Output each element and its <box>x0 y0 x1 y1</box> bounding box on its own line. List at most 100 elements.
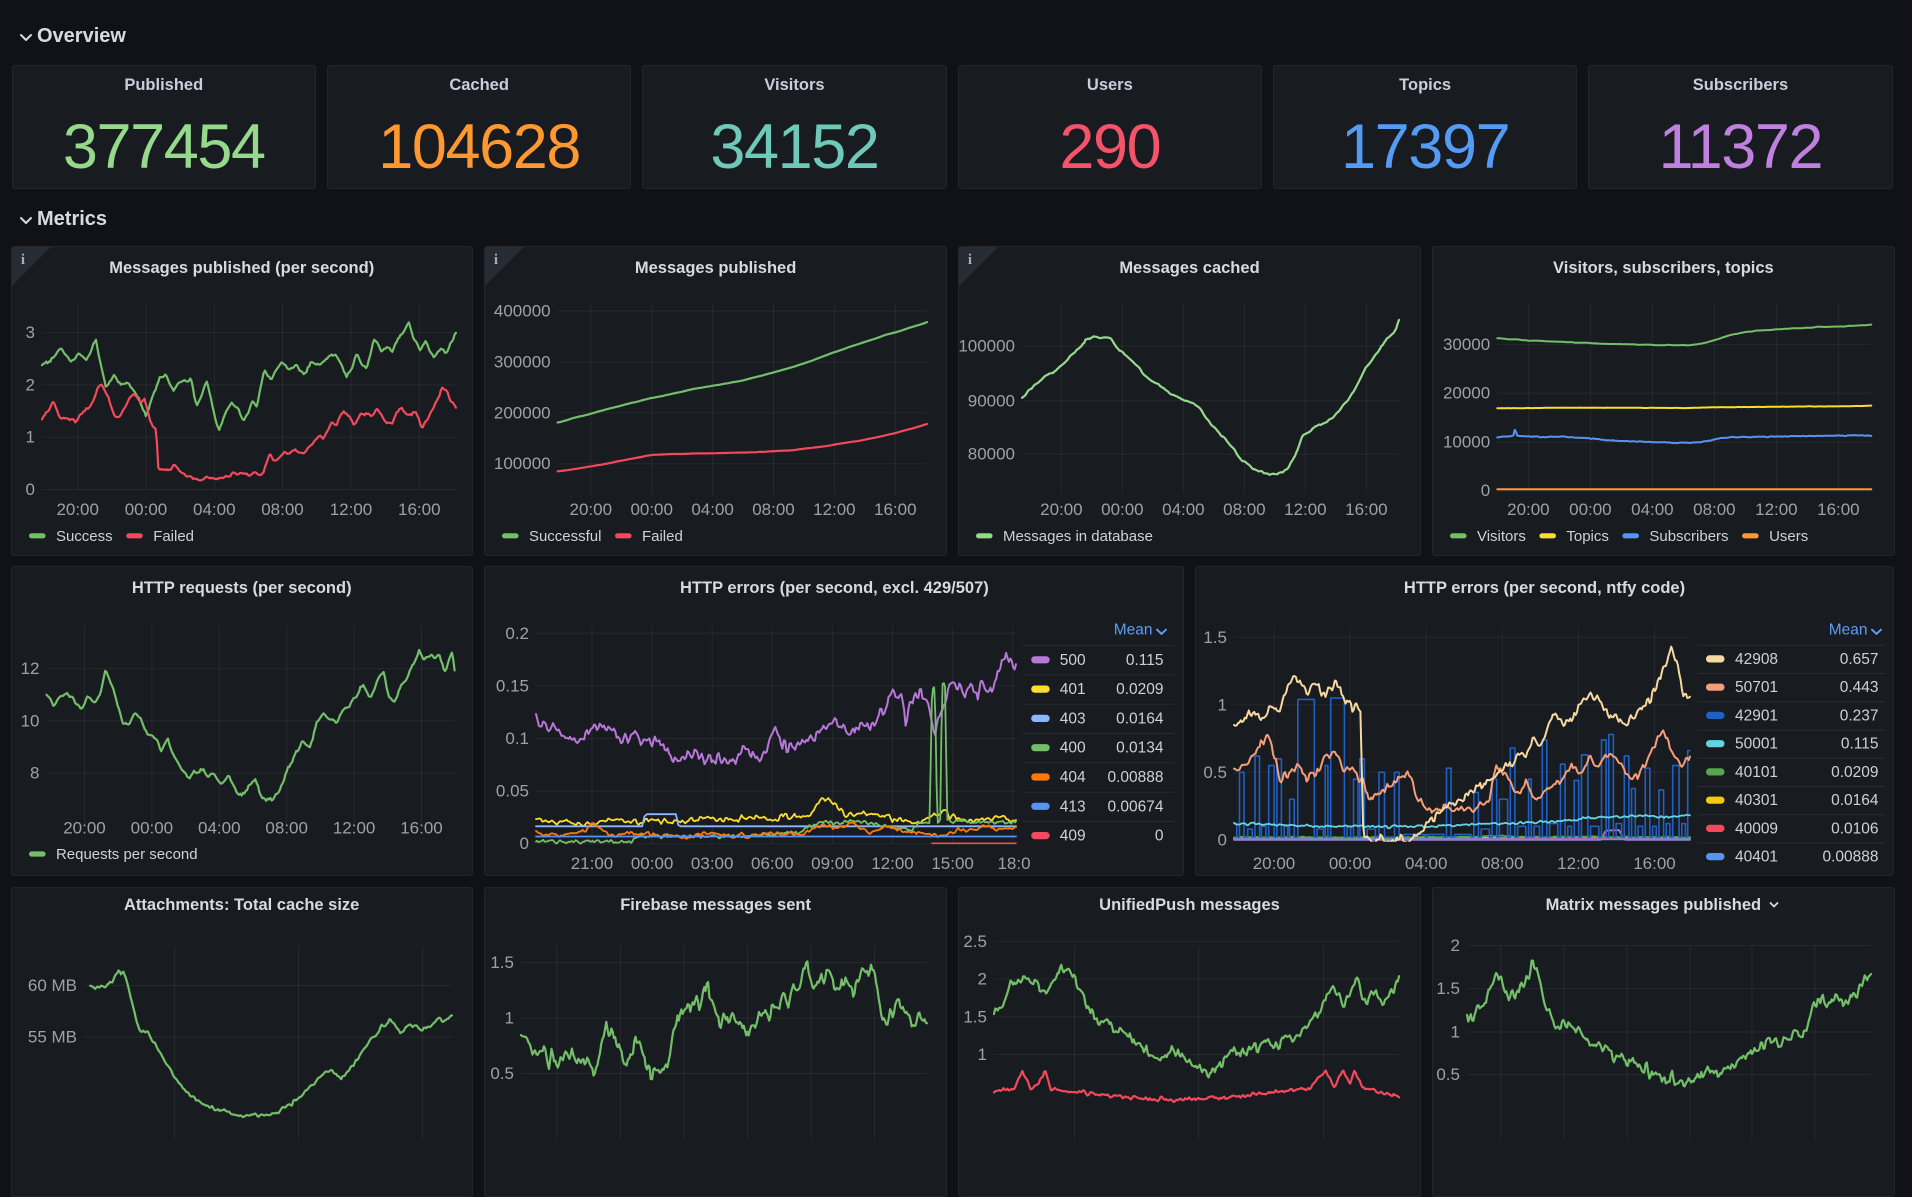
svg-text:0.0134: 0.0134 <box>1116 740 1164 757</box>
svg-text:1.5: 1.5 <box>491 953 515 972</box>
svg-text:0.2: 0.2 <box>506 624 530 643</box>
svg-text:0.0164: 0.0164 <box>1831 792 1879 809</box>
svg-text:20:00: 20:00 <box>1040 499 1083 518</box>
svg-text:100000: 100000 <box>494 454 551 473</box>
svg-text:401: 401 <box>1060 681 1086 698</box>
svg-text:100000: 100000 <box>959 336 1015 355</box>
svg-text:0.00674: 0.00674 <box>1108 798 1164 815</box>
svg-text:16:00: 16:00 <box>1633 854 1676 873</box>
svg-text:Mean: Mean <box>1829 621 1868 638</box>
svg-text:20:00: 20:00 <box>56 499 99 518</box>
svg-text:0.0106: 0.0106 <box>1831 820 1878 837</box>
svg-text:403: 403 <box>1060 710 1086 727</box>
svg-text:400: 400 <box>1060 740 1086 757</box>
svg-text:16:00: 16:00 <box>874 499 917 518</box>
svg-text:16:00: 16:00 <box>400 818 443 837</box>
svg-text:20:00: 20:00 <box>1507 499 1550 518</box>
svg-text:Topics: Topics <box>1567 527 1609 544</box>
svg-text:1: 1 <box>1451 1022 1460 1041</box>
svg-text:0: 0 <box>1217 830 1226 849</box>
svg-text:1: 1 <box>25 427 34 446</box>
svg-text:21:00: 21:00 <box>571 854 614 873</box>
svg-text:0.00888: 0.00888 <box>1822 849 1878 866</box>
svg-text:0: 0 <box>1481 481 1490 500</box>
svg-text:0.237: 0.237 <box>1840 707 1879 724</box>
svg-text:12:00: 12:00 <box>872 854 915 873</box>
svg-text:40101: 40101 <box>1735 764 1778 781</box>
svg-text:0.115: 0.115 <box>1841 736 1879 753</box>
svg-text:Requests per second: Requests per second <box>55 846 197 863</box>
svg-text:00:00: 00:00 <box>130 818 173 837</box>
svg-text:413: 413 <box>1060 798 1086 815</box>
svg-text:0.5: 0.5 <box>491 1063 515 1082</box>
svg-text:Success: Success <box>55 527 112 544</box>
svg-text:1.5: 1.5 <box>964 1007 988 1026</box>
svg-text:40009: 40009 <box>1735 820 1778 837</box>
svg-text:00:00: 00:00 <box>1329 854 1372 873</box>
svg-text:0.0209: 0.0209 <box>1116 681 1163 698</box>
svg-text:60 MB: 60 MB <box>27 976 76 995</box>
svg-text:12:00: 12:00 <box>329 499 372 518</box>
svg-text:08:00: 08:00 <box>753 499 796 518</box>
svg-text:09:00: 09:00 <box>812 854 855 873</box>
svg-text:0.657: 0.657 <box>1840 651 1879 668</box>
svg-text:20:00: 20:00 <box>570 499 613 518</box>
svg-text:08:00: 08:00 <box>1481 854 1524 873</box>
svg-text:0.15: 0.15 <box>496 676 529 695</box>
svg-text:i: i <box>494 252 498 268</box>
svg-text:300000: 300000 <box>494 352 551 371</box>
svg-text:1: 1 <box>505 1008 514 1027</box>
svg-text:55 MB: 55 MB <box>27 1027 76 1046</box>
svg-text:0: 0 <box>25 479 34 498</box>
svg-text:Mean: Mean <box>1114 621 1153 638</box>
svg-text:08:00: 08:00 <box>1223 499 1266 518</box>
svg-text:Successful: Successful <box>529 527 601 544</box>
svg-text:12:00: 12:00 <box>1755 499 1798 518</box>
svg-text:12:00: 12:00 <box>332 818 375 837</box>
svg-text:3: 3 <box>25 323 34 342</box>
svg-text:50701: 50701 <box>1735 679 1778 696</box>
svg-text:404: 404 <box>1060 769 1086 786</box>
svg-text:0.1: 0.1 <box>506 729 530 748</box>
svg-text:16:00: 16:00 <box>1817 499 1860 518</box>
svg-text:12:00: 12:00 <box>814 499 857 518</box>
svg-text:2: 2 <box>978 969 987 988</box>
svg-text:04:00: 04:00 <box>1162 499 1205 518</box>
svg-text:42901: 42901 <box>1735 707 1778 724</box>
svg-text:400000: 400000 <box>494 301 551 320</box>
svg-text:i: i <box>20 252 24 268</box>
svg-text:30000: 30000 <box>1443 334 1490 353</box>
svg-text:04:00: 04:00 <box>692 499 735 518</box>
svg-text:1.5: 1.5 <box>1437 979 1461 998</box>
svg-text:12:00: 12:00 <box>1557 854 1600 873</box>
svg-text:500: 500 <box>1060 652 1086 669</box>
svg-text:20:00: 20:00 <box>1253 854 1296 873</box>
svg-text:00:00: 00:00 <box>631 854 674 873</box>
svg-text:12:00: 12:00 <box>1284 499 1327 518</box>
svg-text:04:00: 04:00 <box>198 818 241 837</box>
svg-text:Messages in database: Messages in database <box>1003 527 1153 544</box>
svg-text:0: 0 <box>1155 828 1164 845</box>
svg-text:12: 12 <box>20 659 39 678</box>
svg-text:50001: 50001 <box>1735 736 1778 753</box>
svg-text:2.5: 2.5 <box>964 931 988 950</box>
svg-text:00:00: 00:00 <box>1101 499 1144 518</box>
svg-text:08:00: 08:00 <box>265 818 308 837</box>
svg-text:0.5: 0.5 <box>1437 1064 1461 1083</box>
svg-text:1: 1 <box>1217 695 1226 714</box>
svg-text:80000: 80000 <box>968 444 1015 463</box>
svg-text:40301: 40301 <box>1735 792 1778 809</box>
svg-text:10000: 10000 <box>1443 432 1490 451</box>
svg-text:Failed: Failed <box>642 527 683 544</box>
svg-text:20000: 20000 <box>1443 383 1490 402</box>
svg-text:00:00: 00:00 <box>631 499 674 518</box>
svg-text:90000: 90000 <box>968 391 1015 410</box>
svg-text:2: 2 <box>1451 936 1460 955</box>
svg-text:0.443: 0.443 <box>1840 679 1879 696</box>
svg-text:Subscribers: Subscribers <box>1650 527 1729 544</box>
svg-text:04:00: 04:00 <box>193 499 236 518</box>
svg-text:0.0164: 0.0164 <box>1116 710 1164 727</box>
svg-text:15:00: 15:00 <box>932 854 975 873</box>
svg-text:0.0209: 0.0209 <box>1831 764 1878 781</box>
svg-text:06:00: 06:00 <box>751 854 794 873</box>
